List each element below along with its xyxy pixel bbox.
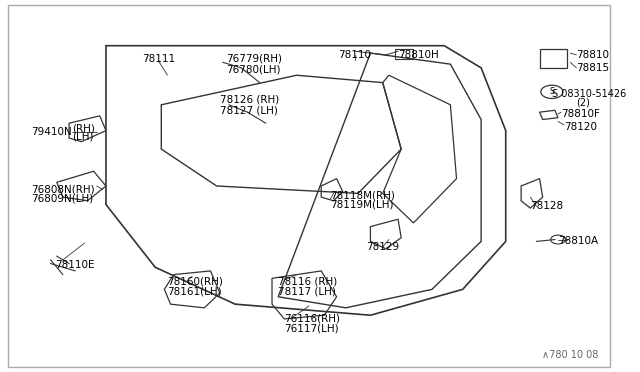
Text: 78119M(LH): 78119M(LH): [330, 199, 394, 209]
Text: 78810H: 78810H: [398, 50, 439, 60]
Text: 76779(RH): 76779(RH): [226, 54, 282, 64]
Text: 79410N: 79410N: [31, 128, 72, 138]
Text: ∧780 10 08: ∧780 10 08: [541, 350, 598, 359]
Text: 78815: 78815: [577, 63, 609, 73]
Text: 78126 (RH): 78126 (RH): [220, 94, 279, 104]
Text: 78810F: 78810F: [561, 109, 600, 119]
Text: 78129: 78129: [366, 242, 399, 252]
Text: 76809N(LH): 76809N(LH): [31, 194, 93, 204]
Text: 76808N(RH): 76808N(RH): [31, 185, 95, 195]
Text: 78116 (RH): 78116 (RH): [278, 277, 337, 287]
Text: (2): (2): [577, 98, 590, 108]
Text: 78111: 78111: [141, 54, 175, 64]
Text: 78810A: 78810A: [558, 236, 598, 246]
Text: S 08310-51426: S 08310-51426: [552, 89, 626, 99]
Text: 76780(LH): 76780(LH): [226, 65, 280, 75]
Bar: [395, 49, 413, 59]
Text: 76117(LH): 76117(LH): [284, 323, 339, 333]
Text: 78160(RH): 78160(RH): [168, 277, 223, 287]
Text: 78128: 78128: [531, 201, 563, 211]
Text: 78110: 78110: [339, 50, 372, 60]
Text: (LH): (LH): [72, 131, 93, 141]
Text: 78120: 78120: [564, 122, 597, 132]
Text: (RH): (RH): [72, 124, 95, 134]
Text: 78110E: 78110E: [56, 260, 95, 270]
Text: 78161(LH): 78161(LH): [168, 286, 222, 296]
Text: 78810: 78810: [577, 50, 609, 60]
Text: 78127 (LH): 78127 (LH): [220, 105, 278, 115]
Text: 78117 (LH): 78117 (LH): [278, 286, 336, 296]
Text: 78118M(RH): 78118M(RH): [330, 190, 396, 200]
Text: S: S: [549, 87, 554, 96]
Text: 76116(RH): 76116(RH): [284, 314, 340, 324]
